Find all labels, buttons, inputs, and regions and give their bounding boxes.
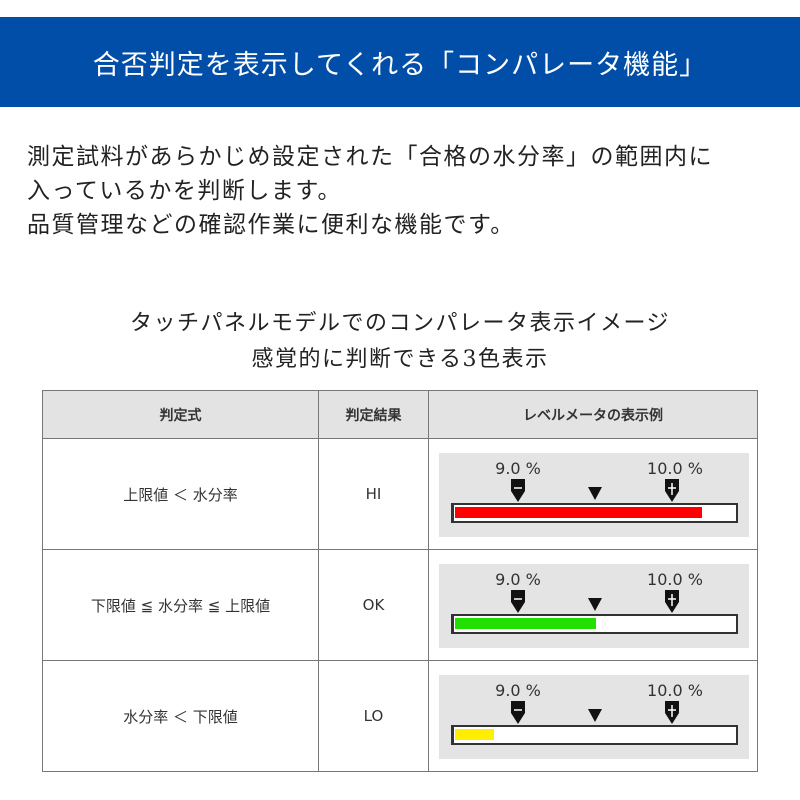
formula-cell: 上限値 ＜ 水分率 xyxy=(42,438,319,550)
result-cell: LO xyxy=(318,660,429,772)
level-meter: 9.0 % 10.0 % xyxy=(439,564,749,648)
caption-line1: タッチパネルモデルでのコンパレータ表示イメージ xyxy=(129,311,671,336)
level-fill xyxy=(455,618,596,629)
meter-cell: 9.0 % 10.0 % xyxy=(428,438,758,550)
level-fill xyxy=(455,729,495,740)
table-header: 判定式 判定結果 レベルメータの表示例 xyxy=(42,390,758,439)
header-result: 判定結果 xyxy=(318,390,429,439)
meter-cell: 9.0 % 10.0 % xyxy=(428,549,758,661)
lower-limit-label: 9.0 % xyxy=(495,681,541,700)
result-cell: HI xyxy=(318,438,429,550)
intro-line: 品質管理などの確認作業に便利な機能です。 xyxy=(27,212,515,238)
intro-text: 測定試料があらかじめ設定された「合格の水分率」の範囲内に 入っているかを判断しま… xyxy=(27,140,713,242)
level-fill xyxy=(455,507,703,518)
upper-limit-label: 10.0 % xyxy=(647,570,703,589)
header-banner: 合否判定を表示してくれる「コンパレータ機能」 xyxy=(0,17,800,107)
intro-line: 測定試料があらかじめ設定された「合格の水分率」の範囲内に xyxy=(27,144,713,170)
header-meter: レベルメータの表示例 xyxy=(428,390,758,439)
meter-cell: 9.0 % 10.0 % xyxy=(428,660,758,772)
formula-cell: 下限値 ≦ 水分率 ≦ 上限値 xyxy=(42,549,319,661)
lower-limit-label: 9.0 % xyxy=(495,459,541,478)
header-formula: 判定式 xyxy=(42,390,319,439)
formula-cell: 水分率 ＜ 下限値 xyxy=(42,660,319,772)
level-meter: 9.0 % 10.0 % xyxy=(439,675,749,759)
level-meter: 9.0 % 10.0 % xyxy=(439,453,749,537)
level-bar xyxy=(451,503,738,523)
upper-limit-label: 10.0 % xyxy=(647,459,703,478)
comparator-table: 判定式 判定結果 レベルメータの表示例 上限値 ＜ 水分率 HI 9.0 % 1… xyxy=(42,390,758,772)
level-bar xyxy=(451,614,738,634)
table-row: 下限値 ≦ 水分率 ≦ 上限値 OK 9.0 % 10.0 % xyxy=(42,549,758,661)
level-bar xyxy=(451,725,738,745)
page-title: 合否判定を表示してくれる「コンパレータ機能」 xyxy=(92,49,708,81)
caption-line2: 感覚的に判断できる3色表示 xyxy=(251,347,549,372)
upper-limit-label: 10.0 % xyxy=(647,681,703,700)
table-row: 水分率 ＜ 下限値 LO 9.0 % 10.0 % xyxy=(42,660,758,772)
result-cell: OK xyxy=(318,549,429,661)
intro-line: 入っているかを判断します。 xyxy=(27,178,343,204)
lower-limit-label: 9.0 % xyxy=(495,570,541,589)
table-row: 上限値 ＜ 水分率 HI 9.0 % 10.0 % xyxy=(42,438,758,550)
